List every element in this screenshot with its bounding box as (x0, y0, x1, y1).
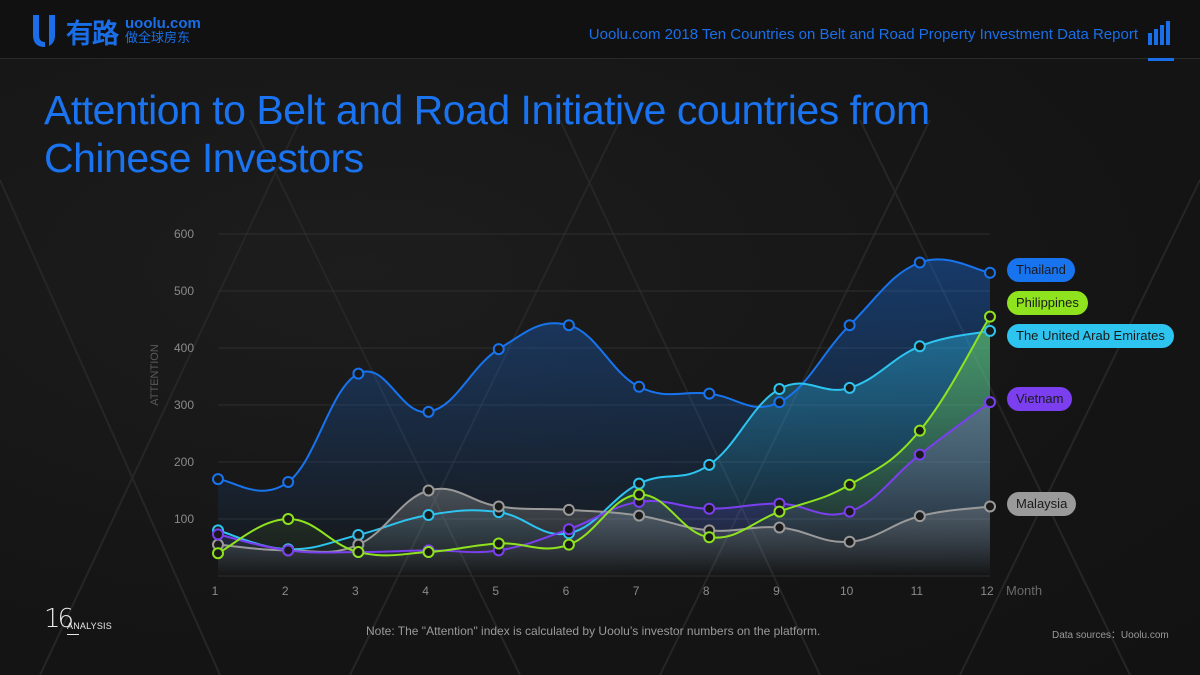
top-bar: 有路 uoolu.com 做全球房东 Uoolu.com 2018 Ten Co… (0, 0, 1200, 61)
point-malaysia (984, 500, 996, 513)
point-the-united-arab-emirates (703, 458, 716, 471)
point-the-united-arab-emirates (773, 383, 786, 396)
point-philippines (984, 310, 996, 323)
point-thailand (212, 473, 224, 486)
series-areas (218, 259, 990, 576)
x-tick-label: 4 (422, 584, 429, 598)
logo-chinese-name: 有路 (66, 18, 119, 50)
point-thailand (633, 380, 646, 393)
y-axis-label: ATTENTION (149, 344, 161, 406)
point-thailand (352, 367, 365, 380)
point-the-united-arab-emirates (984, 324, 996, 337)
chart-note: Note: The "Attention" index is calculate… (366, 624, 821, 638)
point-philippines (843, 478, 856, 491)
series-points (212, 256, 996, 560)
logo-slogan: 做全球房东 (125, 31, 191, 46)
point-philippines (773, 505, 786, 518)
x-tick-label: 5 (492, 584, 499, 598)
x-tick-label: 7 (633, 584, 640, 598)
y-tick-label: 400 (174, 341, 194, 355)
point-philippines (422, 546, 435, 559)
line-philippines (217, 316, 991, 557)
point-the-united-arab-emirates (352, 528, 365, 541)
point-philippines (282, 513, 295, 525)
point-malaysia (492, 500, 505, 513)
point-thailand (913, 256, 926, 269)
x-tick-label: 9 (773, 584, 780, 598)
legend-item-philippines[interactable]: Philippines (1007, 291, 1088, 315)
point-malaysia (843, 535, 856, 548)
logo-u-icon (33, 15, 55, 47)
point-philippines (492, 537, 505, 550)
legend-item-thailand[interactable]: Thailand (1007, 258, 1075, 282)
y-tick-label: 200 (174, 455, 194, 469)
y-tick-label: 100 (174, 512, 194, 526)
x-axis-label: Month (1006, 583, 1042, 598)
y-tick-label: 500 (174, 284, 194, 298)
section-label: ANALYSIS (67, 621, 112, 631)
point-thailand (984, 266, 996, 279)
area-philippines (218, 316, 990, 576)
active-indicator (1148, 58, 1174, 61)
point-vietnam (212, 528, 224, 541)
x-tick-label: 1 (212, 584, 219, 598)
legend-item-vietnam[interactable]: Vietnam (1007, 387, 1073, 411)
y-tick-label: 300 (174, 398, 194, 412)
logo-domain: uoolu.com (125, 15, 201, 32)
legend-item-the-united-arab-emirates[interactable]: The United Arab Emirates (1007, 324, 1174, 348)
bar-chart-icon[interactable] (1148, 21, 1174, 45)
report-title: Uoolu.com 2018 Ten Countries on Belt and… (588, 26, 1138, 43)
point-philippines (703, 531, 716, 544)
point-thailand (773, 396, 786, 409)
point-thailand (492, 343, 505, 356)
point-malaysia (773, 521, 786, 534)
point-the-united-arab-emirates (913, 340, 926, 353)
x-tick-labels: 1 2 3 4 5 6 7 8 9 10 11 12 (212, 584, 994, 598)
point-philippines (562, 538, 575, 551)
point-vietnam (913, 448, 926, 461)
point-malaysia (562, 503, 575, 516)
point-thailand (843, 319, 856, 332)
y-tick-label: 600 (174, 227, 194, 241)
point-thailand (422, 405, 435, 418)
point-vietnam (703, 502, 716, 515)
x-tick-label: 6 (563, 584, 570, 598)
x-tick-label: 3 (352, 584, 359, 598)
point-the-united-arab-emirates (422, 509, 435, 522)
x-tick-label: 12 (980, 584, 994, 598)
point-vietnam (282, 544, 295, 557)
x-tick-label: 8 (703, 584, 710, 598)
y-tick-labels: 100 200 300 400 500 600 (174, 227, 194, 526)
point-the-united-arab-emirates (633, 477, 646, 490)
point-thailand (562, 319, 575, 332)
section-underline (67, 634, 79, 635)
point-malaysia (633, 509, 646, 522)
point-vietnam (562, 523, 575, 536)
point-malaysia (422, 484, 435, 497)
point-vietnam (984, 396, 996, 409)
page-number: 16 (44, 604, 74, 634)
point-malaysia (913, 510, 926, 523)
point-philippines (352, 546, 365, 559)
uoolu-logo[interactable]: 有路 uoolu.com 做全球房东 (30, 12, 201, 50)
x-tick-label: 2 (282, 584, 289, 598)
point-the-united-arab-emirates (843, 381, 856, 394)
legend-item-malaysia[interactable]: Malaysia (1007, 492, 1077, 516)
data-source: Data sources：Uoolu.com (1052, 630, 1169, 641)
point-thailand (703, 387, 716, 400)
point-philippines (913, 424, 926, 437)
page-title: Attention to Belt and Road Initiative co… (44, 87, 930, 181)
x-tick-label: 11 (911, 584, 924, 598)
point-philippines (212, 547, 224, 560)
x-tick-label: 10 (840, 584, 854, 598)
point-thailand (282, 475, 295, 488)
point-vietnam (843, 505, 856, 518)
point-philippines (633, 488, 646, 501)
